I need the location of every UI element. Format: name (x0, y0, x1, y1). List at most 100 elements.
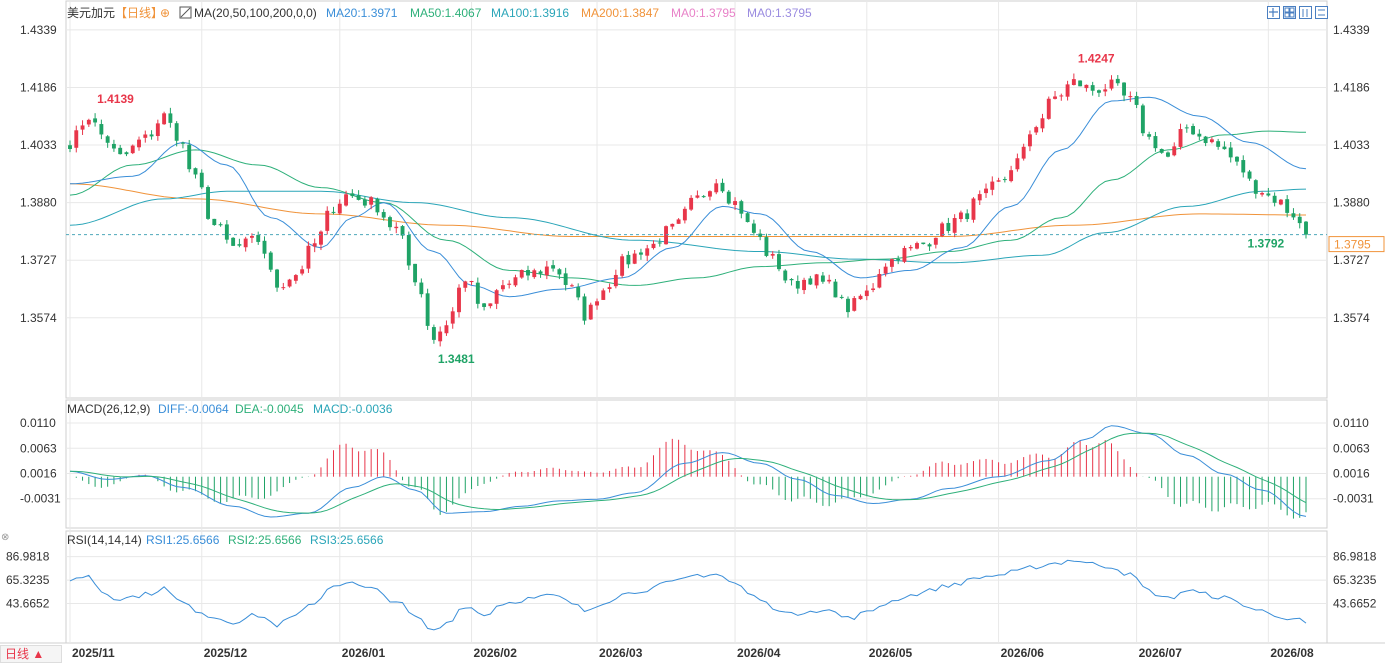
split-view-button[interactable] (1299, 6, 1312, 19)
candle-body (1278, 199, 1283, 205)
candle (312, 238, 317, 253)
candle-body (613, 274, 618, 287)
candle-body (394, 226, 399, 229)
candle (745, 212, 750, 223)
candle (977, 190, 982, 205)
candle-body (532, 270, 537, 278)
candle-body (243, 238, 248, 248)
x-tick-label: 2026/04 (737, 646, 781, 660)
candle-body (250, 235, 254, 238)
layout-grid-button[interactable] (1283, 6, 1296, 19)
candle-body (281, 287, 286, 289)
candle-body (638, 252, 643, 255)
candle (218, 222, 223, 227)
candle (80, 120, 85, 135)
candle-body (764, 237, 769, 256)
indicator-settings-icon[interactable] (179, 6, 192, 19)
candle (331, 206, 336, 215)
candle (601, 288, 606, 300)
macd-tick-right: 0.0063 (1333, 441, 1370, 455)
candle-body (544, 266, 549, 276)
candle-body (469, 280, 474, 283)
candle (350, 189, 355, 198)
candle-body (1021, 146, 1026, 159)
candle (362, 196, 367, 208)
price-tick-left: 1.4339 (20, 23, 57, 37)
macd-params: MACD(26,12,9) (67, 402, 150, 416)
candle-body (287, 279, 292, 287)
candle-body (388, 217, 392, 228)
rsi-panel-handle-icon[interactable]: ⊗ (1, 532, 9, 543)
candle-body (400, 226, 405, 236)
x-tick-label: 2026/02 (474, 646, 518, 660)
candle (526, 265, 530, 281)
ma100-line (69, 188, 1307, 264)
candle-body (871, 288, 876, 290)
candle (1046, 96, 1051, 120)
candle-body (130, 145, 135, 154)
candle (877, 269, 882, 289)
fullscreen-button[interactable] (1267, 6, 1280, 19)
candle-body (1153, 136, 1158, 149)
candle (632, 249, 637, 265)
candle-body (463, 281, 468, 288)
candle-body (720, 182, 725, 192)
candle-body (538, 271, 543, 274)
candle (682, 206, 687, 224)
candle (137, 136, 141, 151)
candle-body (162, 113, 167, 125)
price-tick-right: 1.4186 (1333, 80, 1370, 94)
candle-body (864, 290, 869, 297)
candle-body (475, 282, 480, 304)
candle (908, 244, 913, 251)
rsi-tick-left: 86.9818 (6, 550, 50, 564)
candle (1002, 176, 1007, 183)
candle-body (1002, 179, 1007, 181)
instrument-title: 美元加元 (67, 6, 115, 20)
candle (1027, 130, 1032, 152)
candle-body (1034, 127, 1039, 133)
candle (250, 233, 254, 243)
candle-body (1134, 96, 1139, 105)
candle (68, 140, 72, 153)
candle-body (833, 281, 838, 298)
candle (1084, 84, 1089, 92)
sliders-icon (1318, 9, 1325, 16)
candle-body (1191, 126, 1196, 135)
add-indicator-icon[interactable]: ⊕ (160, 6, 170, 20)
price-tick-right: 1.3727 (1333, 253, 1370, 267)
candle (199, 169, 204, 190)
candle (695, 190, 700, 199)
candle-body (958, 212, 963, 220)
candle (1241, 155, 1246, 178)
candle-body (1040, 118, 1045, 129)
candle (733, 197, 738, 210)
candle-body (149, 134, 154, 137)
candle (946, 217, 951, 234)
candle-body (212, 218, 217, 226)
candle (770, 251, 775, 259)
candle-body (413, 263, 418, 283)
candle-body (1065, 84, 1070, 97)
candle-body (325, 210, 330, 231)
candle-body (1222, 146, 1227, 150)
candle-body (827, 279, 832, 282)
rsi-line (69, 559, 1307, 631)
candle-body (802, 279, 807, 291)
candle-body (93, 118, 98, 123)
rsi-panel (69, 559, 1307, 631)
candle-body (1304, 221, 1308, 235)
candle (231, 237, 236, 247)
candle (124, 151, 129, 157)
candle (105, 135, 110, 148)
candle-body (500, 285, 505, 290)
x-tick-label: 2026/07 (1139, 646, 1183, 660)
settings-button[interactable] (1315, 6, 1328, 19)
candle (1216, 138, 1221, 150)
candle-body (877, 274, 882, 288)
period-button[interactable]: 日线 ▲ (0, 645, 62, 663)
candle (1040, 113, 1045, 133)
candle-body (676, 219, 681, 224)
candle-body (1140, 105, 1145, 134)
rsi1-value: RSI1:25.6566 (146, 533, 220, 547)
